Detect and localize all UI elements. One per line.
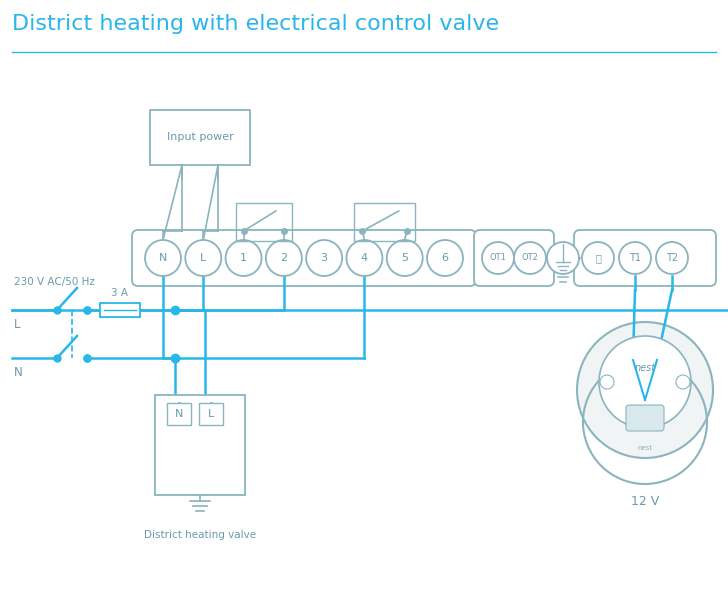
FancyBboxPatch shape: [100, 303, 140, 317]
Text: District heating valve: District heating valve: [144, 530, 256, 540]
Text: 3 A: 3 A: [111, 288, 129, 298]
FancyBboxPatch shape: [150, 110, 250, 165]
Text: N: N: [175, 409, 183, 419]
Text: 5: 5: [401, 253, 408, 263]
Circle shape: [347, 240, 382, 276]
Text: 3: 3: [320, 253, 328, 263]
Circle shape: [514, 242, 546, 274]
Text: T2: T2: [666, 253, 678, 263]
FancyBboxPatch shape: [574, 230, 716, 286]
Circle shape: [656, 242, 688, 274]
Circle shape: [145, 240, 181, 276]
Circle shape: [226, 240, 261, 276]
Text: L: L: [14, 318, 20, 330]
Text: OT1: OT1: [489, 254, 507, 263]
FancyBboxPatch shape: [474, 230, 554, 286]
Text: N: N: [159, 253, 167, 263]
Text: 6: 6: [441, 253, 448, 263]
Text: L: L: [200, 253, 207, 263]
Text: T1: T1: [629, 253, 641, 263]
Text: ⏚: ⏚: [595, 253, 601, 263]
FancyBboxPatch shape: [155, 395, 245, 495]
Text: nest: nest: [638, 445, 652, 451]
Circle shape: [599, 336, 691, 428]
FancyBboxPatch shape: [626, 405, 664, 431]
Circle shape: [619, 242, 651, 274]
Text: 1: 1: [240, 253, 247, 263]
Circle shape: [266, 240, 302, 276]
Text: 4: 4: [361, 253, 368, 263]
Circle shape: [577, 322, 713, 458]
Circle shape: [547, 242, 579, 274]
Text: N: N: [14, 365, 23, 378]
FancyBboxPatch shape: [199, 403, 223, 425]
Text: L: L: [208, 409, 214, 419]
Text: nest: nest: [634, 363, 655, 373]
Circle shape: [387, 240, 423, 276]
Circle shape: [306, 240, 342, 276]
Text: 12 V: 12 V: [631, 495, 659, 508]
Text: 230 V AC/50 Hz: 230 V AC/50 Hz: [14, 277, 95, 287]
FancyBboxPatch shape: [132, 230, 476, 286]
Text: District heating with electrical control valve: District heating with electrical control…: [12, 14, 499, 34]
Text: OT2: OT2: [521, 254, 539, 263]
Circle shape: [676, 375, 690, 389]
Circle shape: [600, 375, 614, 389]
Circle shape: [582, 242, 614, 274]
Circle shape: [482, 242, 514, 274]
Circle shape: [186, 240, 221, 276]
Text: Input power: Input power: [167, 132, 234, 143]
FancyBboxPatch shape: [167, 403, 191, 425]
Text: 2: 2: [280, 253, 288, 263]
Circle shape: [427, 240, 463, 276]
